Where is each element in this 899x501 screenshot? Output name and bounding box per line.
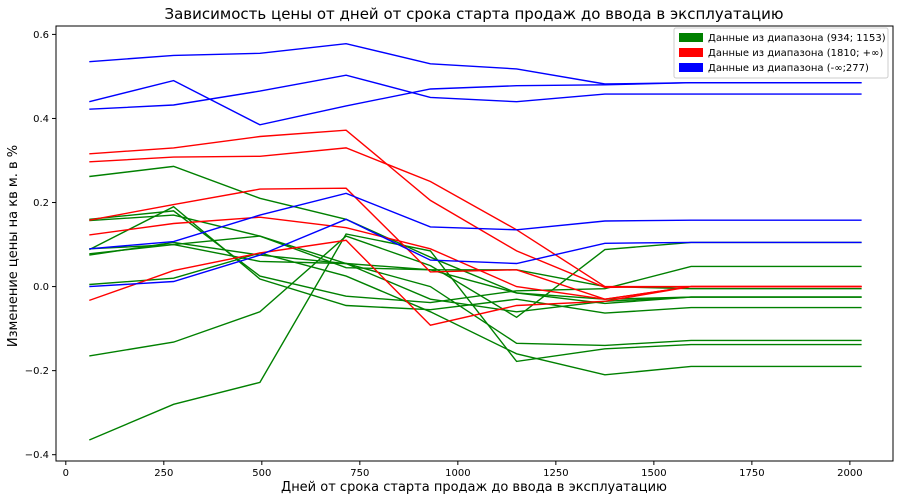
series-line-17 <box>89 79 862 126</box>
plot-frame <box>55 25 894 462</box>
y-tick-label: −0.2 <box>25 366 49 377</box>
y-axis-title: Изменение цены на кв м. в % <box>6 145 21 347</box>
y-tick-label: 0.4 <box>33 114 49 125</box>
series-line-5 <box>89 252 862 376</box>
y-tick-label: 0.6 <box>33 30 49 41</box>
series-line-6 <box>89 235 862 357</box>
series-line-20 <box>89 218 862 288</box>
legend-label: Данные из диапазона (-∞;277) <box>708 63 869 74</box>
legend: Данные из диапазона (934; 1153) Данные из… <box>673 27 889 79</box>
x-tick-label: 0 <box>63 468 69 479</box>
x-tick-label: 1250 <box>543 468 568 479</box>
y-tick-label: 0.2 <box>33 198 49 209</box>
chart-title: Зависимость цены от дней от срока старта… <box>165 5 784 23</box>
x-tick-label: 1000 <box>445 468 470 479</box>
legend-label: Данные из диапазона (934; 1153) <box>708 33 886 44</box>
series-line-19 <box>89 192 862 250</box>
legend-box <box>673 27 889 79</box>
series-line-3 <box>89 235 862 300</box>
x-axis-title: Дней от срока старта продаж до ввода в э… <box>281 480 667 495</box>
series-line-9 <box>89 243 862 347</box>
series-line-15 <box>89 239 862 326</box>
y-tick-label: 0.0 <box>33 282 49 293</box>
series-line-7 <box>89 233 862 441</box>
legend-swatch <box>679 33 703 42</box>
series-line-18 <box>89 74 862 110</box>
x-tick-label: 500 <box>252 468 271 479</box>
y-axis: −0.4 −0.2 0.0 0.2 0.4 0.6 <box>25 30 56 461</box>
series-line-4 <box>89 241 862 313</box>
series-line-12 <box>89 147 862 288</box>
legend-label: Данные из диапазона (1810; +∞) <box>708 48 883 59</box>
x-tick-label: 750 <box>350 468 369 479</box>
x-tick-label: 1750 <box>739 468 764 479</box>
y-tick-label: −0.4 <box>25 450 49 461</box>
legend-swatch <box>679 63 703 72</box>
plot-area <box>88 42 862 441</box>
legend-swatch <box>679 48 703 57</box>
x-tick-label: 250 <box>154 468 173 479</box>
x-axis: 0 250 500 750 1000 1250 1500 1750 2000 <box>63 461 863 479</box>
series-line-10 <box>88 205 862 314</box>
x-tick-label: 1500 <box>641 468 666 479</box>
x-tick-label: 2000 <box>837 468 862 479</box>
